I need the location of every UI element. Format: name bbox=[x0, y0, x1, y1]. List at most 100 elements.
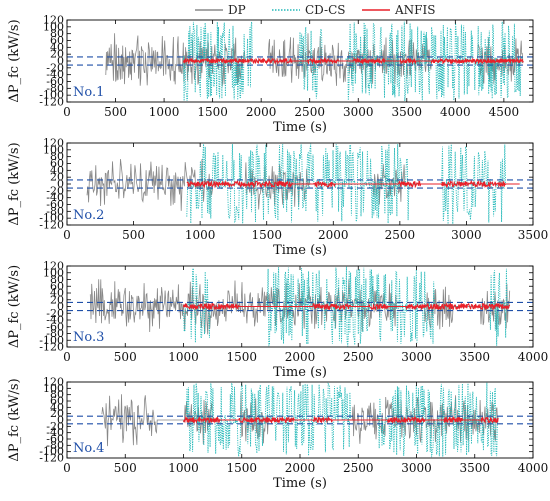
x-tick-label: 3000 bbox=[343, 105, 374, 119]
y-tick-label: 40 bbox=[50, 287, 64, 300]
x-tick-label: 500 bbox=[122, 228, 145, 242]
legend: DP CD-CS ANFIS bbox=[195, 3, 435, 17]
y-tick-label: -100 bbox=[39, 334, 64, 347]
x-tick-label: 3500 bbox=[392, 105, 423, 119]
y-tick-label: 100 bbox=[43, 266, 64, 279]
x-tick-label: 1500 bbox=[197, 105, 228, 119]
y-tick-label: -40 bbox=[46, 426, 64, 439]
plot-area bbox=[105, 21, 524, 102]
y-tick-label: 0 bbox=[57, 414, 64, 427]
y-tick-label: -20 bbox=[46, 184, 64, 197]
y-tick-label: -60 bbox=[46, 198, 64, 211]
y-tick-label: -100 bbox=[39, 445, 64, 458]
y-tick-label: 80 bbox=[50, 27, 64, 40]
y-tick-label: 0 bbox=[57, 178, 64, 191]
y-tick-label: 60 bbox=[50, 280, 64, 293]
legend-anfis-label: ANFIS bbox=[394, 3, 435, 17]
y-tick-label: 0 bbox=[57, 55, 64, 68]
x-tick-label: 1500 bbox=[226, 461, 257, 475]
y-tick-label: -80 bbox=[46, 205, 64, 218]
y-tick-label: 20 bbox=[50, 171, 64, 184]
x-tick-label: 500 bbox=[114, 461, 137, 475]
x-tick-label: 2500 bbox=[343, 461, 374, 475]
x-tick-label: 0 bbox=[63, 350, 71, 364]
series-cdcs-line bbox=[183, 382, 499, 458]
y-tick-label: 60 bbox=[50, 395, 64, 408]
plot-area bbox=[89, 266, 511, 347]
x-tick-label: 4500 bbox=[489, 105, 520, 119]
y-tick-label: 20 bbox=[50, 48, 64, 61]
x-tick-label: 3500 bbox=[459, 350, 490, 364]
y-tick-label: -60 bbox=[46, 433, 64, 446]
x-tick-label: 1500 bbox=[251, 228, 282, 242]
series-cdcs-line bbox=[183, 266, 510, 347]
y-tick-label: -20 bbox=[46, 420, 64, 433]
y-tick-label: -20 bbox=[46, 61, 64, 74]
y-tick-label: -60 bbox=[46, 75, 64, 88]
x-tick-label: 3500 bbox=[459, 461, 490, 475]
y-tick-label: -120 bbox=[39, 341, 64, 354]
y-tick-label: -80 bbox=[46, 82, 64, 95]
y-tick-label: 20 bbox=[50, 293, 64, 306]
x-tick-label: 4000 bbox=[518, 461, 549, 475]
x-tick-label: 4000 bbox=[518, 350, 549, 364]
x-tick-label: 2000 bbox=[318, 228, 349, 242]
legend-dp-label: DP bbox=[228, 3, 246, 17]
x-axis-label: Time (s) bbox=[273, 120, 327, 135]
plot-area bbox=[101, 382, 499, 458]
y-tick-label: -100 bbox=[39, 89, 64, 102]
y-tick-label: 80 bbox=[50, 388, 64, 401]
y-tick-label: -60 bbox=[46, 320, 64, 333]
y-tick-label: -80 bbox=[46, 439, 64, 452]
plot-area bbox=[86, 143, 520, 225]
x-tick-label: 1000 bbox=[185, 228, 216, 242]
y-tick-label: 100 bbox=[43, 382, 64, 395]
x-tick-label: 2500 bbox=[294, 105, 325, 119]
y-axis-label: ΔP_fc (kW/s) bbox=[7, 378, 22, 461]
y-axis-label: ΔP_fc (kW/s) bbox=[7, 19, 22, 102]
x-tick-label: 500 bbox=[104, 105, 127, 119]
series-cdcs-line bbox=[186, 143, 520, 225]
y-tick-label: 120 bbox=[43, 14, 64, 27]
panel-label: No.3 bbox=[73, 330, 104, 345]
y-tick-label: 40 bbox=[50, 164, 64, 177]
y-tick-label: -40 bbox=[46, 68, 64, 81]
x-tick-label: 2500 bbox=[343, 350, 374, 364]
x-axis-label: Time (s) bbox=[273, 243, 327, 258]
series-anfis-line bbox=[182, 415, 499, 425]
x-tick-label: 4000 bbox=[440, 105, 471, 119]
y-axis-label: ΔP_fc (kW/s) bbox=[7, 265, 22, 348]
y-tick-label: -120 bbox=[39, 219, 64, 232]
x-tick-label: 0 bbox=[63, 228, 71, 242]
x-axis-label: Time (s) bbox=[273, 365, 327, 380]
x-tick-label: 3500 bbox=[518, 228, 549, 242]
x-tick-label: 2000 bbox=[285, 461, 316, 475]
x-tick-label: 1000 bbox=[149, 105, 180, 119]
y-tick-label: 20 bbox=[50, 407, 64, 420]
y-tick-label: -80 bbox=[46, 327, 64, 340]
y-tick-label: -40 bbox=[46, 314, 64, 327]
x-tick-label: 2000 bbox=[285, 350, 316, 364]
x-tick-label: 500 bbox=[114, 350, 137, 364]
x-tick-label: 2500 bbox=[385, 228, 416, 242]
y-tick-label: 120 bbox=[43, 137, 64, 150]
series-anfis-line bbox=[182, 302, 511, 312]
y-tick-label: 120 bbox=[43, 260, 64, 273]
y-axis-label: ΔP_fc (kW/s) bbox=[7, 142, 22, 225]
legend-cdcs-label: CD-CS bbox=[305, 3, 345, 17]
x-tick-label: 3000 bbox=[401, 461, 432, 475]
panel-label: No.2 bbox=[73, 208, 104, 223]
y-tick-label: -120 bbox=[39, 452, 64, 465]
panel-label: No.1 bbox=[73, 85, 104, 100]
y-tick-label: 40 bbox=[50, 41, 64, 54]
y-tick-label: -120 bbox=[39, 96, 64, 109]
x-tick-label: 1500 bbox=[226, 350, 257, 364]
x-axis-label: Time (s) bbox=[273, 476, 327, 491]
y-tick-label: 80 bbox=[50, 273, 64, 286]
series-anfis-line bbox=[182, 56, 524, 66]
